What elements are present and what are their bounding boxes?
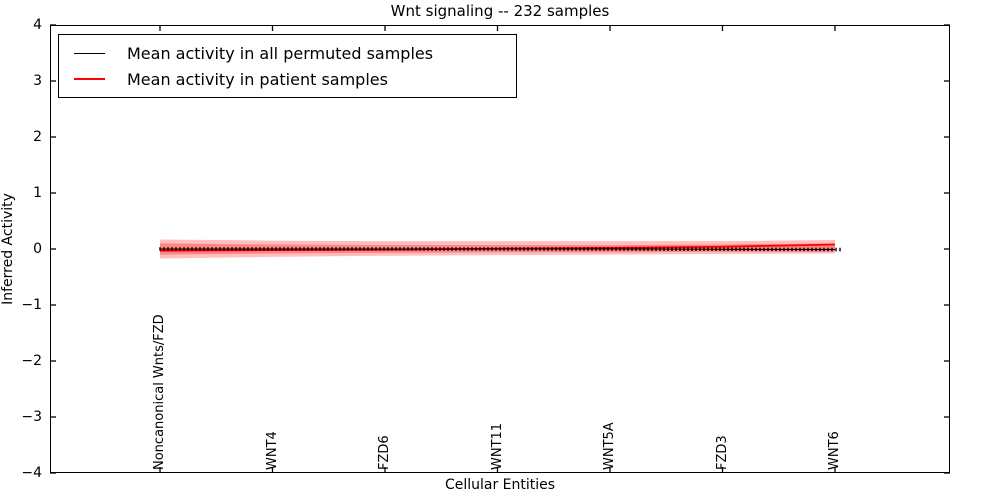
- legend: Mean activity in all permuted samples Me…: [58, 34, 517, 98]
- y-tick-label: 2: [33, 129, 42, 145]
- x-tick-label-wnt4: WNT4: [264, 431, 280, 470]
- y-tick-label: 1: [33, 185, 42, 201]
- legend-row-permuted: Mean activity in all permuted samples: [74, 44, 516, 63]
- y-tick-label: 0: [33, 241, 42, 257]
- legend-label-patient: Mean activity in patient samples: [127, 69, 388, 89]
- x-tick-label-wnt5a: WNT5A: [602, 422, 617, 470]
- x-axis-label: Cellular Entities: [444, 477, 556, 493]
- y-tick-label: 3: [33, 73, 42, 89]
- y-tick-label: −1: [21, 297, 42, 313]
- x-tick-label-fzd3: FZD3: [714, 435, 730, 470]
- legend-black-line-sample: [74, 52, 105, 54]
- y-tick-label: −4: [21, 465, 42, 481]
- legend-row-patient: Mean activity in patient samples: [74, 70, 516, 89]
- x-tick-label-wnt6: WNT6: [827, 431, 842, 470]
- x-tick-label-fzd6: FZD6: [377, 435, 392, 470]
- y-tick-label: 4: [33, 17, 42, 33]
- legend-label-permuted: Mean activity in all permuted samples: [127, 43, 434, 63]
- x-tick-label-wnt11: WNT11: [489, 422, 505, 470]
- x-tick-label-noncanonical-wnts-fzd: Noncanonical Wnts/FZD: [152, 314, 167, 470]
- legend-red-line-sample: [74, 78, 105, 80]
- y-tick-label: −2: [21, 353, 42, 369]
- y-tick-label: −3: [21, 409, 42, 425]
- chart-title: Wnt signaling -- 232 samples: [390, 2, 610, 20]
